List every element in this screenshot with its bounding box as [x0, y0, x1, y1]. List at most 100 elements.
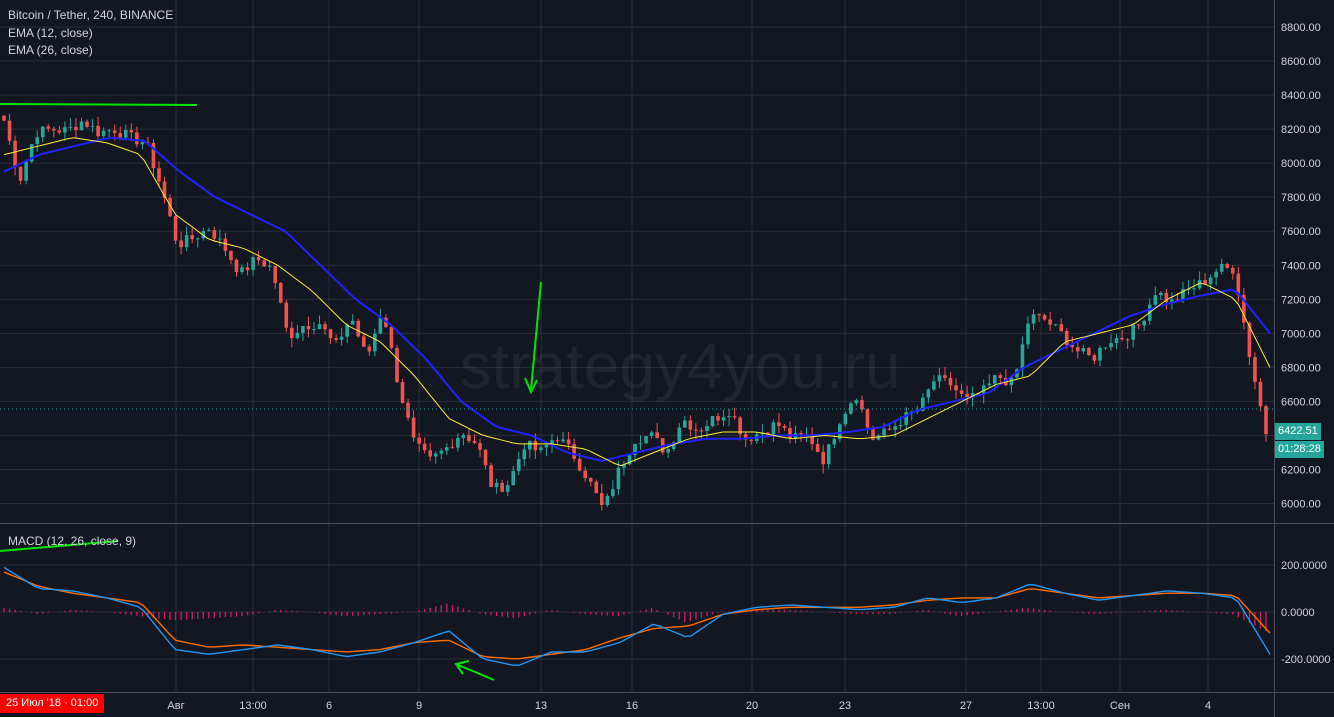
candle-body [1125, 339, 1130, 341]
candle-body [306, 326, 311, 330]
price-axis-label: 7200.00 [1281, 294, 1321, 306]
candle-body [478, 443, 482, 450]
candle-body [79, 121, 84, 131]
ema-26-line [3, 136, 1271, 462]
candle-body [671, 442, 676, 449]
candle-body [826, 444, 831, 465]
candle-body [987, 383, 992, 386]
candle-body [218, 238, 222, 240]
candle-body [162, 181, 167, 198]
candle-body [367, 346, 372, 352]
candle-body [151, 142, 156, 169]
candle-body [998, 375, 1003, 378]
candle-body [788, 427, 792, 439]
candle-body [738, 417, 742, 435]
candle-body [638, 443, 643, 445]
candle-body [483, 449, 488, 466]
candle-body [1159, 292, 1163, 296]
candle-body [710, 415, 715, 427]
candle-body [727, 416, 731, 418]
candle-body [677, 427, 682, 443]
candle-body [1031, 314, 1036, 324]
candle-body [599, 493, 604, 505]
candle-body [1048, 319, 1052, 325]
candle-body [85, 121, 89, 127]
candle-body [1114, 338, 1119, 344]
candle-body [1247, 322, 1252, 358]
candle-body [970, 393, 975, 398]
candle-body [140, 142, 145, 145]
candle-body [290, 327, 294, 339]
candle-body [1020, 344, 1025, 370]
candle-body [223, 238, 228, 251]
candle-body [317, 324, 322, 330]
candle-body [373, 333, 377, 352]
price-axis-label: 7400.00 [1281, 260, 1321, 272]
candle-body [1042, 315, 1047, 320]
candle-body [63, 127, 67, 133]
candle-body [1230, 267, 1235, 274]
candle-body [74, 126, 78, 131]
candle-body [500, 482, 504, 492]
price-axis-label: 8200.00 [1281, 124, 1321, 136]
macd-arrow-shaft [455, 663, 495, 681]
candle-body [1203, 280, 1207, 285]
candle-body [345, 324, 349, 337]
candle-body [35, 137, 40, 145]
candle-body [450, 447, 455, 449]
candle-body [2, 115, 6, 121]
candle-body [123, 129, 128, 138]
candle-body [566, 439, 571, 445]
candle-body [433, 453, 438, 457]
candle-body [898, 425, 903, 427]
candle-body [378, 317, 383, 334]
candle-body [644, 436, 648, 444]
candle-body [588, 478, 593, 482]
candle-body [683, 420, 687, 428]
candle-body [251, 257, 255, 271]
candle-body [837, 424, 842, 440]
candle-body [7, 120, 12, 141]
candle-body [854, 400, 859, 404]
candle-body [516, 459, 521, 472]
time-axis-label: 4 [1205, 700, 1211, 712]
candle-body [1136, 324, 1141, 326]
candle-body [887, 428, 892, 430]
candle-body [284, 302, 289, 328]
candle-body [766, 432, 770, 435]
candle-body [611, 489, 615, 496]
candle-body [1225, 263, 1230, 268]
candle-body [550, 440, 554, 445]
candle-body [494, 482, 499, 488]
candle-body [400, 382, 405, 403]
candle-body [1253, 357, 1257, 382]
candle-body [777, 422, 781, 426]
candle-body [699, 430, 704, 432]
candle-body [1208, 277, 1213, 285]
price-axis-label: 6200.00 [1281, 464, 1321, 476]
candle-body [190, 235, 194, 240]
time-axis-label: 9 [416, 700, 422, 712]
candle-body [389, 327, 394, 348]
candle-body [1164, 292, 1169, 303]
candle-body [312, 329, 316, 331]
candle-body [743, 434, 748, 440]
macd-arrow-head [454, 660, 470, 675]
candle-body [456, 438, 460, 448]
candle-body [810, 434, 814, 445]
candle-body [1258, 381, 1263, 407]
candle-body [467, 435, 471, 442]
candle-body [129, 129, 134, 133]
resistance-line [0, 103, 198, 106]
candle-body [350, 320, 355, 325]
candle-body [622, 464, 626, 468]
candle-body [616, 467, 621, 490]
candle-body [1053, 324, 1058, 326]
candle-body [146, 142, 150, 144]
candle-body [1098, 347, 1102, 361]
candle-body [555, 440, 560, 442]
candle-body [882, 428, 886, 436]
candle-body [422, 443, 427, 451]
candle-body [749, 439, 754, 441]
